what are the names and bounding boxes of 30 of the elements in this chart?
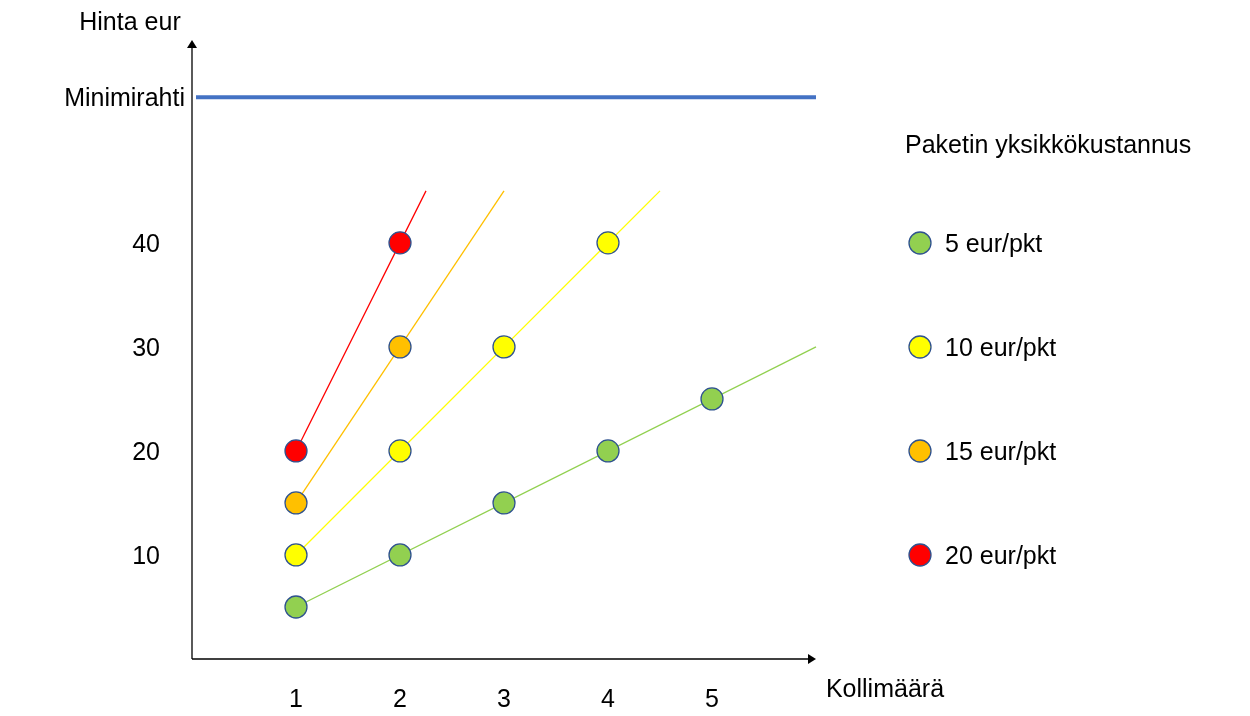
y-tick-label: 40 bbox=[132, 228, 160, 257]
point bbox=[388, 439, 412, 463]
point bbox=[388, 335, 412, 359]
x-tick-label: 5 bbox=[705, 684, 719, 712]
point bbox=[596, 231, 620, 255]
point bbox=[388, 231, 412, 255]
y-tick-label: 10 bbox=[132, 540, 160, 569]
point bbox=[284, 439, 308, 463]
ref-line-label: Minimirahti bbox=[64, 83, 185, 112]
y-tick-label: 30 bbox=[132, 332, 160, 361]
legend-title: Paketin yksikkökustannus bbox=[905, 130, 1192, 158]
legend-label: 15 eur/pkt bbox=[945, 437, 1057, 465]
x-tick-label: 4 bbox=[601, 684, 616, 712]
point bbox=[492, 491, 516, 515]
point bbox=[492, 335, 516, 359]
point bbox=[284, 543, 308, 567]
point bbox=[388, 543, 412, 567]
y-tick-label: 20 bbox=[132, 436, 160, 465]
y-axis-title: Hinta eur bbox=[79, 7, 181, 35]
point bbox=[596, 439, 620, 463]
x-axis-title: Kollimäärä bbox=[825, 674, 945, 702]
x-tick-label: 2 bbox=[393, 684, 407, 712]
x-tick-label: 1 bbox=[289, 684, 303, 712]
x-tick-label: 3 bbox=[497, 684, 511, 712]
point bbox=[284, 491, 308, 515]
point bbox=[700, 387, 724, 411]
legend-label: 20 eur/pkt bbox=[945, 541, 1057, 569]
point bbox=[284, 595, 308, 619]
legend-label: 5 eur/pkt bbox=[945, 229, 1043, 257]
legend-label: 10 eur/pkt bbox=[945, 333, 1057, 361]
